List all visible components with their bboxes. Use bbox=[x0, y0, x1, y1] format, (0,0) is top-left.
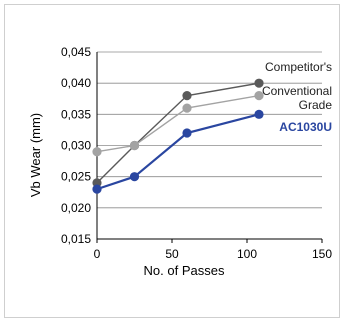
chart-frame bbox=[4, 4, 340, 318]
y-tick-label: 0,020 bbox=[61, 201, 91, 215]
y-axis-title: Vb Wear (mm) bbox=[28, 113, 43, 197]
data-point bbox=[254, 78, 264, 88]
y-tick-label: 0,015 bbox=[61, 232, 91, 246]
data-point bbox=[254, 109, 264, 119]
series-line bbox=[96, 113, 260, 191]
data-point bbox=[182, 103, 192, 113]
series-lines bbox=[92, 78, 264, 194]
series-line bbox=[96, 94, 260, 153]
x-tick-label: 150 bbox=[312, 247, 332, 261]
y-tick-label: 0,045 bbox=[61, 45, 91, 59]
x-tick-label: 50 bbox=[165, 247, 179, 261]
series-label: AC1030U bbox=[279, 120, 332, 134]
axes: 0,015 0,020 0,025 0,030 0,035 0,040 0,045 0 50 10… bbox=[61, 45, 332, 261]
y-tick-label: 0,030 bbox=[61, 139, 91, 153]
x-axis-title: No. of Passes bbox=[144, 263, 225, 278]
series-label: Grade bbox=[299, 98, 333, 112]
data-point bbox=[92, 184, 102, 194]
data-point bbox=[129, 172, 140, 182]
data-point bbox=[92, 147, 102, 157]
y-tick-label: 0,025 bbox=[61, 170, 91, 184]
x-tick-label: 100 bbox=[237, 247, 257, 261]
data-point bbox=[254, 91, 264, 101]
x-tick-label: 0 bbox=[94, 247, 101, 261]
data-point bbox=[182, 91, 192, 101]
data-point bbox=[129, 140, 140, 151]
series-label: Conventional bbox=[262, 84, 332, 98]
series-label: Competitor's bbox=[265, 60, 332, 74]
y-tick-label: 0,035 bbox=[61, 107, 91, 121]
data-point bbox=[182, 128, 192, 138]
y-tick-label: 0,040 bbox=[61, 76, 91, 90]
series-line bbox=[96, 82, 260, 184]
